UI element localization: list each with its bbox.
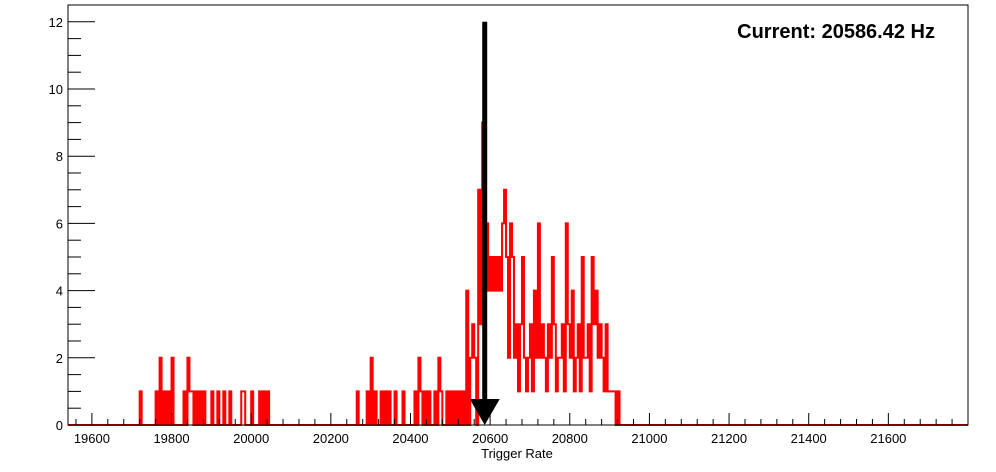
x-tick-label: 20200 xyxy=(313,431,349,446)
plot-frame xyxy=(67,4,969,426)
x-axis-ticks: 19600 19800 20000 20200 20400 20600 20800 21000… xyxy=(74,413,953,446)
y-tick-label: 8 xyxy=(56,149,63,164)
x-tick-label: 20600 xyxy=(472,431,508,446)
y-tick-label: 4 xyxy=(56,284,63,299)
x-tick-label: 19600 xyxy=(74,431,110,446)
y-tick-label: 2 xyxy=(56,351,63,366)
x-tick-label: 21000 xyxy=(631,431,667,446)
y-tick-label: 12 xyxy=(49,15,63,30)
x-tick-label: 21200 xyxy=(711,431,747,446)
y-tick-label: 0 xyxy=(56,418,63,433)
y-tick-label: 6 xyxy=(56,216,63,231)
x-tick-label: 21600 xyxy=(870,431,906,446)
current-rate-label: Current: 20586.42 Hz xyxy=(737,21,935,43)
x-tick-label: 19800 xyxy=(153,431,189,446)
y-axis-ticks: 0 2 4 6 8 10 12 xyxy=(49,15,95,433)
x-axis-title: Trigger Rate xyxy=(481,446,553,461)
x-tick-label: 20000 xyxy=(233,431,269,446)
x-tick-label: 21400 xyxy=(791,431,827,446)
x-tick-label: 20400 xyxy=(392,431,428,446)
x-tick-label: 20800 xyxy=(552,431,588,446)
y-tick-label: 10 xyxy=(49,82,63,97)
arrow-head-icon xyxy=(469,399,500,425)
